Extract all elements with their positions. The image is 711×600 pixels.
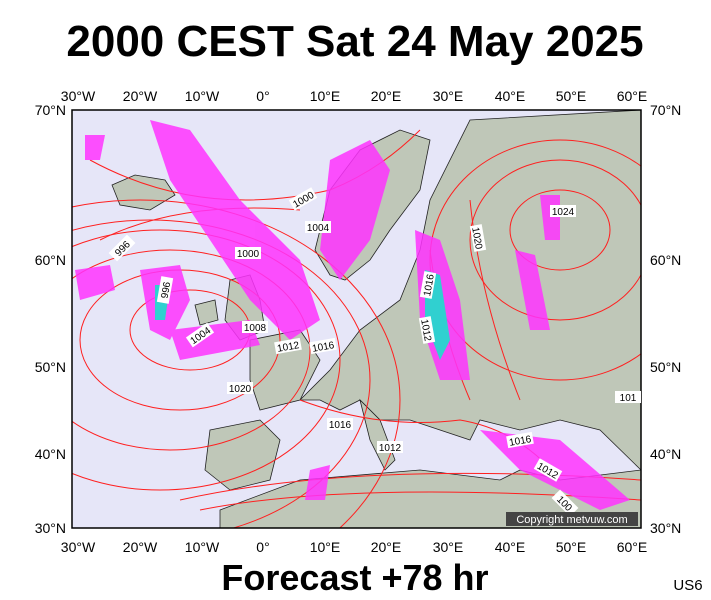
isobar-label-box	[288, 187, 318, 211]
isobar-label-text: 1020	[469, 226, 484, 250]
isobar-label-box	[235, 247, 261, 259]
isobar-label-box	[185, 322, 215, 348]
isobar-label-box	[377, 441, 403, 453]
copyright: Copyright metvuw.com	[516, 514, 627, 526]
isobar-label: 1008	[242, 321, 268, 334]
isobar-label: 996	[156, 276, 174, 304]
isobar-label: 1000	[235, 247, 261, 260]
isobar-label-box	[274, 337, 302, 355]
longitude-label: 50°E	[556, 88, 587, 104]
longitude-label: 0°	[256, 88, 269, 104]
longitude-label: 30°E	[433, 539, 464, 555]
isobar-label-box	[418, 316, 436, 344]
isobar-label-text: 101	[620, 393, 637, 404]
latitude-label: 40°N	[650, 446, 681, 462]
model-code: US6	[673, 577, 702, 594]
isobar-label-box	[551, 489, 579, 517]
isobar-label: 1020	[469, 224, 487, 252]
longitude-label: 30°E	[433, 88, 464, 104]
latitude-label: 40°N	[35, 446, 66, 462]
isobar-label-box	[242, 321, 268, 333]
longitude-label: 10°W	[185, 539, 220, 555]
longitude-label: 30°W	[61, 88, 96, 104]
isobar-label: 1016	[309, 337, 337, 355]
isobar-label-text: 996	[160, 281, 174, 300]
isobar-label-box	[550, 205, 576, 217]
isobar-label-text: 1004	[307, 223, 330, 234]
longitude-label: 30°W	[61, 539, 96, 555]
isobar-label: 1012	[274, 337, 302, 355]
isobar-label-box	[327, 418, 353, 430]
isobar-label-text: 1008	[244, 323, 267, 334]
isobar-label-text: 1016	[329, 420, 352, 431]
isobar-label: 101	[615, 391, 641, 404]
longitude-label: 20°E	[371, 539, 402, 555]
isobar-label-box	[615, 391, 641, 403]
isobar-label-box	[108, 234, 136, 262]
latitude-label: 70°N	[650, 102, 681, 118]
isobar-label: 1016	[419, 271, 437, 299]
isobar-label: 1024	[550, 205, 576, 218]
isobar-label-box	[533, 458, 563, 482]
footer: Forecast +78 hr	[221, 557, 488, 598]
longitude-label: 50°E	[556, 539, 587, 555]
isobar-label-box	[419, 271, 437, 299]
map-frame	[71, 109, 642, 529]
isobar-label: 1016	[327, 418, 353, 431]
latitude-label: 70°N	[35, 102, 66, 118]
isobar-label-text: 1016	[311, 340, 335, 355]
longitude-label: 10°E	[310, 539, 341, 555]
latitude-label: 60°N	[650, 252, 681, 268]
isobar-label-box	[305, 221, 331, 233]
isobar-label-text: 1020	[229, 384, 252, 395]
longitude-label: 10°W	[185, 88, 220, 104]
isobar-label: 1012	[418, 316, 436, 344]
latitude-label: 30°N	[35, 520, 66, 536]
longitude-label: 10°E	[310, 88, 341, 104]
latitude-label: 50°N	[650, 359, 681, 375]
isobar-label-text: 1012	[276, 340, 300, 355]
isobar-label-box	[309, 337, 337, 355]
longitude-label: 40°E	[495, 88, 526, 104]
isobar-label-text: 1000	[237, 249, 260, 260]
latitude-label: 60°N	[35, 252, 66, 268]
isobar-label-text: 1024	[552, 207, 575, 218]
isobar-label: 1016	[506, 431, 534, 449]
longitude-label: 20°W	[123, 539, 158, 555]
isobar-label: 1012	[377, 441, 403, 454]
isobar-label-box	[506, 431, 534, 449]
longitude-label: 40°E	[495, 539, 526, 555]
isobar-label: 1004	[305, 221, 331, 234]
longitude-label: 20°E	[371, 88, 402, 104]
longitude-label: 0°	[256, 539, 269, 555]
isobar-label-text: 1016	[508, 434, 532, 449]
latitude-label: 50°N	[35, 359, 66, 375]
isobar-label-text: 1016	[422, 273, 437, 297]
isobar-label-box	[227, 382, 253, 394]
title: 2000 CEST Sat 24 May 2025	[66, 17, 643, 66]
isobar-label-text: 1012	[418, 318, 433, 342]
isobar-label: 1020	[227, 382, 253, 395]
isobar-label-box	[156, 276, 174, 304]
longitude-label: 60°E	[617, 88, 648, 104]
longitude-label: 20°W	[123, 88, 158, 104]
isobar-label-text: 1012	[379, 443, 402, 454]
longitude-label: 60°E	[617, 539, 648, 555]
isobar-label-box	[469, 224, 487, 252]
latitude-label: 30°N	[650, 520, 681, 536]
